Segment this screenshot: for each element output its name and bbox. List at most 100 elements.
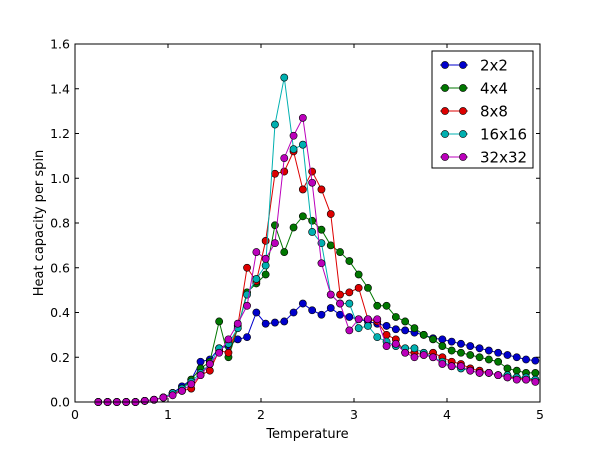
data-point-4x4 <box>410 324 419 333</box>
data-point-16x16 <box>364 322 372 330</box>
data-point-4x4 <box>326 241 335 250</box>
data-point-32x32 <box>503 373 512 382</box>
data-point-2x2 <box>466 342 475 350</box>
data-point-2x2 <box>503 351 512 359</box>
data-point-32x32 <box>401 348 410 357</box>
data-point-2x2 <box>326 304 335 312</box>
legend-label-16x16: 16x16 <box>480 126 527 144</box>
y-axis-label: Heat capacity per spin <box>32 150 47 297</box>
data-point-4x4 <box>345 257 354 265</box>
x-tick-label: 2 <box>257 407 265 422</box>
plot-frame <box>74 43 541 403</box>
data-point-8x8 <box>345 288 354 297</box>
data-point-2x2 <box>438 335 447 344</box>
series-32x32 <box>94 113 540 406</box>
data-point-4x4 <box>419 330 428 339</box>
x-tick-label: 5 <box>536 407 544 422</box>
data-point-32x32 <box>364 315 372 324</box>
data-point-32x32 <box>522 375 530 384</box>
data-point-2x2 <box>298 299 307 308</box>
data-point-2x2 <box>512 353 521 362</box>
data-point-16x16 <box>345 299 354 308</box>
data-point-32x32 <box>261 254 270 263</box>
legend-marker-16x16 <box>441 130 449 138</box>
y-tick-label: 0.6 <box>50 260 70 275</box>
data-point-4x4 <box>484 355 493 364</box>
data-point-4x4 <box>317 225 326 234</box>
data-point-2x2 <box>261 319 270 328</box>
data-point-32x32 <box>382 342 391 350</box>
legend-marker-8x8 <box>441 107 449 115</box>
data-point-2x2 <box>457 339 465 348</box>
x-tick-label: 4 <box>443 407 451 422</box>
data-point-32x32 <box>243 301 251 310</box>
x-tick-label: 3 <box>350 407 358 422</box>
data-point-4x4 <box>289 223 298 232</box>
data-point-32x32 <box>447 362 456 371</box>
data-point-32x32 <box>187 380 196 388</box>
data-point-2x2 <box>391 325 400 334</box>
data-point-2x2 <box>280 317 289 326</box>
data-point-32x32 <box>438 360 447 368</box>
data-point-2x2 <box>447 337 456 346</box>
data-point-2x2 <box>252 308 261 317</box>
data-point-32x32 <box>280 154 289 163</box>
data-point-32x32 <box>298 113 307 122</box>
data-point-32x32 <box>326 290 335 299</box>
data-point-4x4 <box>494 357 503 366</box>
data-point-4x4 <box>457 348 465 357</box>
data-point-32x32 <box>531 377 540 386</box>
data-point-8x8 <box>326 210 335 218</box>
data-point-16x16 <box>280 73 289 82</box>
data-point-2x2 <box>317 310 326 319</box>
data-point-2x2 <box>531 356 540 365</box>
x-axis-label: Temperature <box>265 427 348 442</box>
data-point-32x32 <box>457 362 465 371</box>
data-point-8x8 <box>298 185 307 194</box>
legend-marker-2x2 <box>441 61 449 69</box>
data-point-32x32 <box>233 319 242 328</box>
data-point-4x4 <box>391 313 400 321</box>
data-point-32x32 <box>140 396 149 405</box>
legend-box <box>431 50 534 169</box>
data-point-32x32 <box>345 326 354 335</box>
data-point-4x4 <box>354 270 363 279</box>
data-point-4x4 <box>336 248 344 256</box>
data-point-2x2 <box>345 313 354 321</box>
data-point-2x2 <box>484 346 493 355</box>
data-point-32x32 <box>429 353 437 362</box>
data-point-4x4 <box>401 317 410 326</box>
data-point-32x32 <box>336 299 344 308</box>
y-tick-label: 1.2 <box>50 126 70 141</box>
data-point-32x32 <box>271 239 279 248</box>
data-point-32x32 <box>224 335 233 344</box>
data-point-8x8 <box>354 283 363 292</box>
data-point-8x8 <box>280 167 289 176</box>
data-point-16x16 <box>298 140 307 149</box>
data-point-32x32 <box>494 371 503 380</box>
data-point-2x2 <box>382 322 391 330</box>
data-point-32x32 <box>289 131 298 140</box>
data-point-32x32 <box>205 360 214 368</box>
data-point-32x32 <box>196 371 205 380</box>
data-point-4x4 <box>373 301 382 310</box>
data-point-2x2 <box>494 348 503 357</box>
data-point-4x4 <box>447 346 456 355</box>
data-point-2x2 <box>401 326 410 335</box>
data-point-2x2 <box>289 308 298 317</box>
legend: 2x2 4x4 8x8 16x16 32x32 <box>431 50 534 169</box>
data-point-8x8 <box>308 167 317 176</box>
data-point-32x32 <box>512 375 521 384</box>
data-point-2x2 <box>196 357 205 366</box>
data-point-32x32 <box>410 353 419 362</box>
data-point-4x4 <box>466 351 475 359</box>
data-point-8x8 <box>243 263 251 272</box>
data-point-8x8 <box>271 169 279 178</box>
data-point-32x32 <box>168 391 177 400</box>
data-point-4x4 <box>475 353 484 362</box>
data-point-2x2 <box>308 306 317 315</box>
data-point-16x16 <box>410 344 419 353</box>
data-point-32x32 <box>317 259 326 268</box>
data-point-8x8 <box>317 185 326 194</box>
